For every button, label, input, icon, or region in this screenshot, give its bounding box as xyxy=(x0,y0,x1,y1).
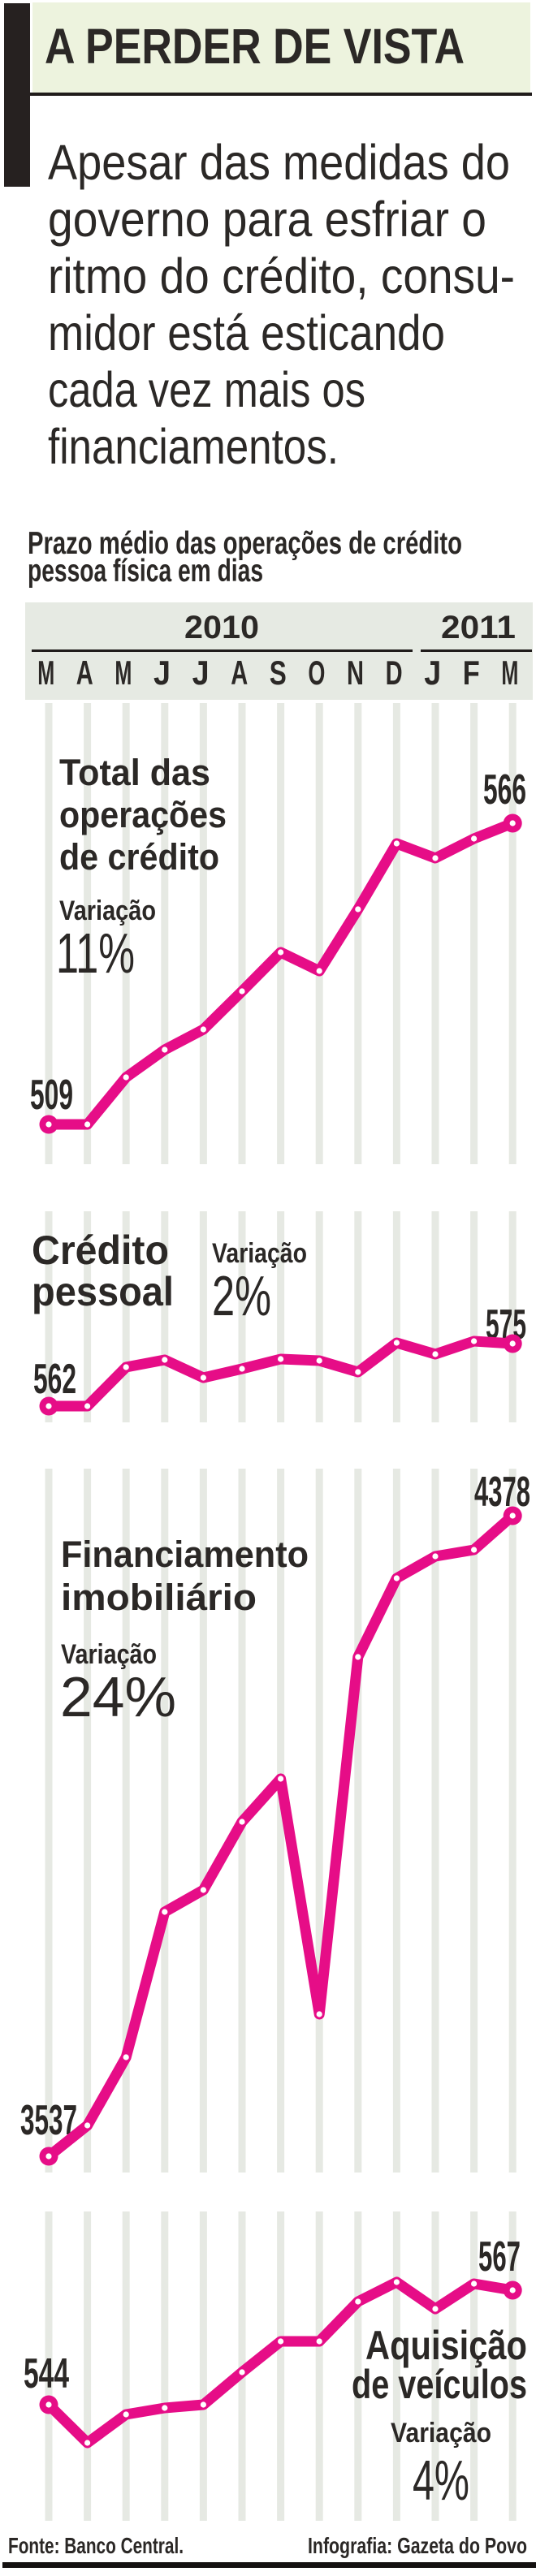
svg-text:Variação: Variação xyxy=(61,1639,157,1670)
svg-text:Crédito: Crédito xyxy=(32,1228,169,1273)
svg-text:ritmo do crédito, consu-: ritmo do crédito, consu- xyxy=(48,248,515,304)
svg-text:Fonte: Banco Central.: Fonte: Banco Central. xyxy=(8,2533,184,2558)
svg-text:2%: 2% xyxy=(212,1264,271,1327)
svg-text:Apesar das medidas do: Apesar das medidas do xyxy=(48,135,510,190)
svg-text:2011: 2011 xyxy=(441,610,516,645)
svg-text:Variação: Variação xyxy=(59,895,156,926)
svg-text:2010: 2010 xyxy=(184,610,259,645)
svg-text:N: N xyxy=(347,654,364,692)
svg-text:A: A xyxy=(76,654,93,692)
svg-text:financiamentos.: financiamentos. xyxy=(48,419,339,474)
svg-text:Financiamento: Financiamento xyxy=(61,1534,309,1575)
svg-text:544: 544 xyxy=(24,2350,69,2397)
svg-text:A: A xyxy=(231,654,248,692)
svg-text:J: J xyxy=(153,654,171,692)
svg-text:A PERDER DE VISTA: A PERDER DE VISTA xyxy=(45,19,465,74)
svg-text:S: S xyxy=(270,654,287,692)
svg-text:Variação: Variação xyxy=(391,2418,491,2449)
svg-text:midor está esticando: midor está esticando xyxy=(48,305,445,360)
svg-text:F: F xyxy=(463,654,480,692)
svg-text:M: M xyxy=(501,654,518,692)
svg-text:M: M xyxy=(115,654,132,692)
svg-text:imobiliário: imobiliário xyxy=(61,1577,257,1618)
svg-text:567: 567 xyxy=(478,2233,521,2280)
svg-text:cada vez mais os: cada vez mais os xyxy=(48,362,365,417)
svg-text:11%: 11% xyxy=(56,921,135,985)
svg-text:D: D xyxy=(386,654,403,692)
svg-text:24%: 24% xyxy=(60,1665,176,1728)
svg-text:562: 562 xyxy=(33,1356,76,1403)
svg-text:566: 566 xyxy=(483,766,526,813)
svg-text:J: J xyxy=(192,654,210,692)
svg-text:O: O xyxy=(308,654,325,692)
svg-text:pessoa física em dias: pessoa física em dias xyxy=(28,554,263,589)
svg-text:Aquisição: Aquisição xyxy=(365,2323,527,2368)
svg-text:operações: operações xyxy=(59,794,227,835)
svg-text:de crédito: de crédito xyxy=(59,836,219,878)
svg-text:pessoal: pessoal xyxy=(32,1269,174,1314)
svg-text:governo para esfriar o: governo para esfriar o xyxy=(48,192,486,247)
svg-text:4%: 4% xyxy=(413,2449,469,2512)
svg-text:de veículos: de veículos xyxy=(352,2362,527,2407)
svg-text:J: J xyxy=(424,654,441,692)
svg-text:509: 509 xyxy=(30,1072,73,1119)
svg-text:4378: 4378 xyxy=(474,1469,530,1516)
svg-text:Prazo médio das operações de c: Prazo médio das operações de crédito xyxy=(28,526,462,561)
svg-text:M: M xyxy=(37,654,54,692)
svg-text:Total das: Total das xyxy=(59,752,210,793)
svg-text:Infografia: Gazeta do Povo: Infografia: Gazeta do Povo xyxy=(308,2533,527,2558)
svg-text:Variação: Variação xyxy=(212,1238,307,1269)
